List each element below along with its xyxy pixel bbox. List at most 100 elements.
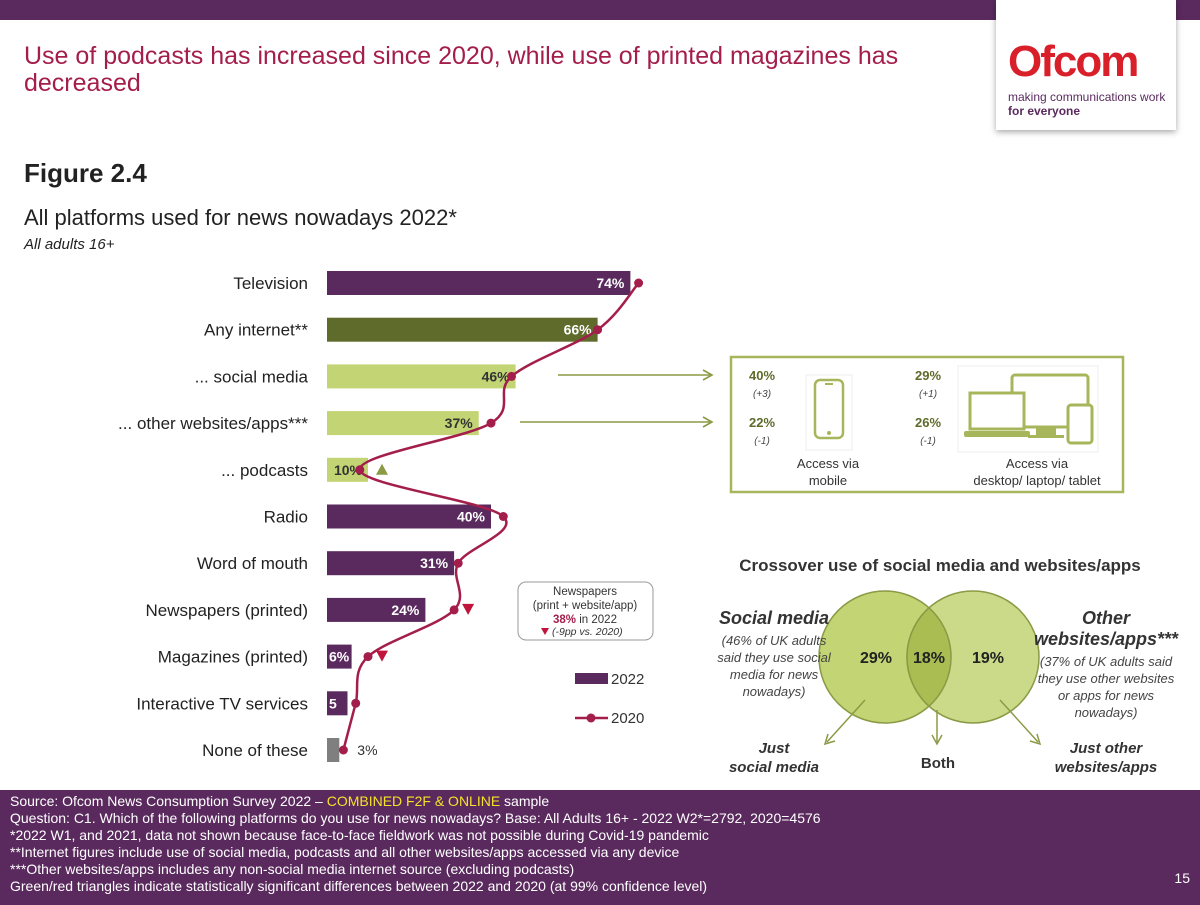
venn-overlap	[906, 606, 952, 708]
venn-left-desc-2: said they use social	[717, 650, 832, 665]
bar-value-label: 10%	[334, 462, 363, 478]
venn-right-title-2: websites/apps***	[1034, 629, 1179, 649]
bar-value-label: 66%	[564, 322, 593, 338]
footer-note-2: **Internet figures include use of social…	[10, 844, 680, 860]
footer-source: Source: Ofcom News Consumption Survey 20…	[10, 793, 550, 809]
newspapers-note-value-line: 38% in 2022	[553, 614, 617, 626]
desktop-social-change: (+1)	[919, 389, 937, 400]
footer-question: Question: C1. Which of the following pla…	[10, 810, 821, 826]
mobile-social-value: 40%	[749, 368, 775, 383]
top-bar	[0, 0, 1200, 20]
mobile-phone-icon	[805, 374, 853, 451]
category-label: Magazines (printed)	[158, 648, 308, 667]
point-2020	[498, 512, 508, 521]
arrow-just-social	[826, 699, 866, 743]
desktop-social-value: 29%	[915, 368, 941, 383]
arrow-head-icon	[1029, 733, 1042, 746]
point-2020	[449, 605, 459, 615]
mobile-other-value: 22%	[749, 415, 775, 430]
category-label: Word of mouth	[197, 554, 308, 573]
legend-2020-marker	[586, 713, 596, 723]
just-social-label-1: Just	[759, 740, 791, 757]
legend-2022-swatch	[575, 673, 608, 684]
point-2020	[355, 465, 365, 475]
venn-left-desc-1: (46% of UK adults	[722, 633, 827, 648]
bar-value-label: 37%	[445, 415, 474, 431]
venn-left-value: 29%	[860, 650, 892, 667]
access-arrows	[520, 369, 714, 428]
point-2020	[486, 418, 496, 428]
point-2020	[453, 558, 463, 568]
point-2020	[338, 745, 348, 755]
newspapers-note-value: 38%	[553, 614, 576, 626]
crossover-title: Crossover use of social media and websit…	[739, 556, 1141, 575]
arrow-head-icon	[931, 734, 943, 746]
bar-2022	[327, 551, 455, 576]
page-number: 15	[1174, 870, 1190, 886]
bar-value-label: 5	[329, 695, 337, 711]
point-2020	[363, 652, 373, 662]
up-triangle-icon	[376, 463, 388, 475]
category-label: Radio	[264, 508, 308, 527]
chart-subtitle: All adults 16+	[24, 236, 115, 253]
category-label: Interactive TV services	[136, 694, 308, 713]
desktop-label-1: Access via	[1006, 456, 1069, 471]
figure-label: Figure 2.4	[24, 158, 147, 188]
bar-value-label: 24%	[391, 602, 420, 618]
footer-note-1: *2022 W1, and 2021, data not shown becau…	[10, 827, 709, 843]
down-triangle-icon	[376, 650, 388, 662]
category-label: ... other websites/apps***	[118, 414, 308, 433]
crossover-section: Crossover use of social media and websit…	[717, 556, 1179, 776]
mobile-other-change: (-1)	[754, 436, 770, 447]
logo-wordmark: Ofcom	[1008, 37, 1139, 86]
chart-title: All platforms used for news nowadays 202…	[24, 205, 457, 230]
point-2020	[507, 371, 516, 381]
venn-left-title: Social media	[719, 608, 829, 628]
bar-2022	[327, 504, 491, 529]
venn-right-value: 19%	[972, 650, 1004, 667]
point-2020	[634, 278, 644, 288]
venn-right-desc-2: they use other websites	[1038, 671, 1175, 686]
devices-icon	[957, 365, 1099, 453]
bar-2022	[327, 644, 352, 669]
bar-value-label: 74%	[596, 275, 625, 291]
down-triangle-icon	[462, 603, 475, 615]
category-label: Newspapers (printed)	[145, 601, 308, 620]
category-label: Television	[233, 274, 308, 293]
arrow-just-other	[999, 699, 1039, 743]
logo-tagline-2: for everyone	[1008, 104, 1081, 118]
bar-value-label: 46%	[482, 368, 511, 384]
bar-value-label: 6%	[329, 649, 350, 665]
newspapers-note-change: (-9pp vs. 2020)	[552, 626, 623, 638]
desktop-other-change: (-1)	[920, 436, 936, 447]
arrow-head-icon	[702, 369, 714, 381]
arrow-head-icon	[823, 733, 836, 746]
bar-2022	[327, 597, 426, 622]
bar-2022	[327, 271, 631, 295]
legend-2020-label: 2020	[611, 710, 644, 727]
page-headline: Use of podcasts has increased since 2020…	[24, 42, 899, 97]
venn-right-desc-4: nowadays)	[1075, 705, 1138, 720]
footer-note-3: ***Other websites/apps includes any non-…	[10, 861, 575, 877]
venn-right-title-1: Other	[1082, 608, 1131, 628]
category-label: ... podcasts	[221, 461, 308, 480]
arrow-head-icon	[702, 416, 714, 428]
bar-value-label: 3%	[357, 742, 377, 758]
down-triangle-icon	[541, 628, 549, 635]
venn-right-desc-1: (37% of UK adults said	[1040, 654, 1173, 669]
point-2020	[351, 698, 361, 708]
bar-2022	[327, 411, 479, 436]
bar-2022	[327, 364, 516, 389]
newspapers-note-line2: (print + website/app)	[533, 600, 638, 612]
newspapers-note-line1: Newspapers	[553, 586, 617, 598]
footer: Source: Ofcom News Consumption Survey 20…	[0, 790, 1200, 905]
line-2020-layer	[338, 278, 644, 755]
access-panel: 40% (+3) 22% (-1) Access via mobile 29% …	[729, 355, 1125, 494]
chart-canvas: Television 74% Any internet** 66% ... social…	[118, 271, 1179, 776]
desktop-label-2: desktop/ laptop/ tablet	[973, 473, 1101, 488]
desktop-other-value: 26%	[915, 415, 941, 430]
category-label: None of these	[202, 741, 308, 760]
footer-note-4: Green/red triangles indicate statistical…	[10, 878, 708, 894]
venn-left-desc-4: nowadays)	[743, 684, 806, 699]
newspapers-note-box: Newspapers (print + website/app) 38% in …	[517, 581, 654, 641]
